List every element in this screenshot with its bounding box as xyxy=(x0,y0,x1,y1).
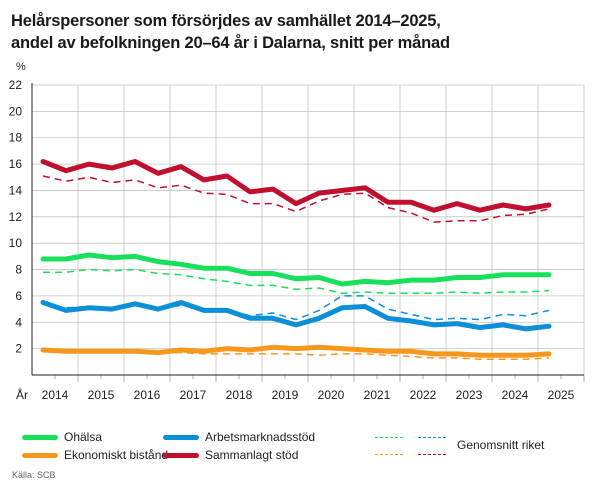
x-tick-label: 2017 xyxy=(180,388,207,402)
legend-swatch-ohalsa xyxy=(22,434,58,440)
x-tick-label: 2015 xyxy=(88,388,115,402)
legend-dash-arbetsmarknad-avg xyxy=(418,437,446,438)
y-axis-ticks: 2 4 6 8 10 12 14 16 18 20 22 xyxy=(9,78,23,356)
legend-label-average: Genomsnitt riket xyxy=(457,438,545,452)
legend-dash-ohalsa-avg xyxy=(375,437,403,438)
x-axis-ticks: 2014 2015 2016 2017 2018 2019 2020 2021 2022 2023… xyxy=(16,375,585,402)
legend-item-average: Genomsnitt riket xyxy=(457,438,544,452)
legend-item-ohalsa: Ohälsa xyxy=(22,430,102,444)
chart-title: Helårspersoner som försörjdes av samhäll… xyxy=(11,10,450,54)
legend-item-ekonomiskt: Ekonomiskt bistånd xyxy=(22,448,168,462)
x-tick-label: 2021 xyxy=(364,388,391,402)
source-note: Källa: SCB xyxy=(12,470,56,480)
x-tick-label: 2023 xyxy=(456,388,483,402)
grid xyxy=(32,84,585,375)
x-tick-label: 2022 xyxy=(410,388,437,402)
x-tick-label: 2014 xyxy=(42,388,69,402)
x-tick-label: 2018 xyxy=(226,388,253,402)
y-tick-label: 20 xyxy=(9,104,23,118)
y-tick-label: 12 xyxy=(9,210,23,224)
legend-label-ohalsa: Ohälsa xyxy=(64,430,103,444)
y-tick-label: 6 xyxy=(15,289,22,303)
y-tick-label: 4 xyxy=(15,315,22,329)
series-line-sammanlagt xyxy=(40,159,552,213)
chart-title-line1: Helårspersoner som försörjdes av samhäll… xyxy=(11,12,441,30)
legend-dash-ekonomiskt-avg xyxy=(375,454,403,455)
x-tick-label: 2019 xyxy=(272,388,299,402)
legend-swatch-arbetsmarknad xyxy=(163,434,199,440)
y-tick-label: 18 xyxy=(9,131,23,145)
legend-label-ekonomiskt: Ekonomiskt bistånd xyxy=(64,448,169,462)
x-tick-label: 2024 xyxy=(502,388,529,402)
x-tick-label: 2020 xyxy=(318,388,345,402)
y-tick-label: 2 xyxy=(15,342,22,356)
series-line-sammanlagt-avg xyxy=(42,175,550,223)
y-tick-label: 14 xyxy=(9,183,23,197)
x-tick-label: 2016 xyxy=(134,388,161,402)
axes xyxy=(31,83,584,376)
y-tick-label: 16 xyxy=(9,157,23,171)
series-line-ohalsa-avg xyxy=(43,268,550,295)
y-tick-label: 8 xyxy=(15,263,22,277)
x-axis-label: År xyxy=(16,387,28,402)
legend-dash-sammanlagt-avg xyxy=(418,454,446,455)
legend-item-sammanlagt: Sammanlagt stöd xyxy=(163,448,298,462)
legend-item-arbetsmarknad: Arbetsmarknadsstöd xyxy=(163,430,315,444)
chart-title-line2: andel av befolkningen 20–64 år i Dalarna… xyxy=(11,34,450,52)
y-tick-label: 22 xyxy=(9,78,23,92)
x-tick-label: 2025 xyxy=(548,388,575,402)
legend-swatch-sammanlagt xyxy=(163,452,199,458)
legend-label-sammanlagt: Sammanlagt stöd xyxy=(205,448,299,462)
series-group xyxy=(40,159,552,360)
y-axis-unit: % xyxy=(16,61,26,73)
legend-swatch-ekonomiskt xyxy=(22,452,58,458)
y-tick-label: 10 xyxy=(9,236,23,250)
legend-label-arbetsmarknad: Arbetsmarknadsstöd xyxy=(205,430,316,444)
